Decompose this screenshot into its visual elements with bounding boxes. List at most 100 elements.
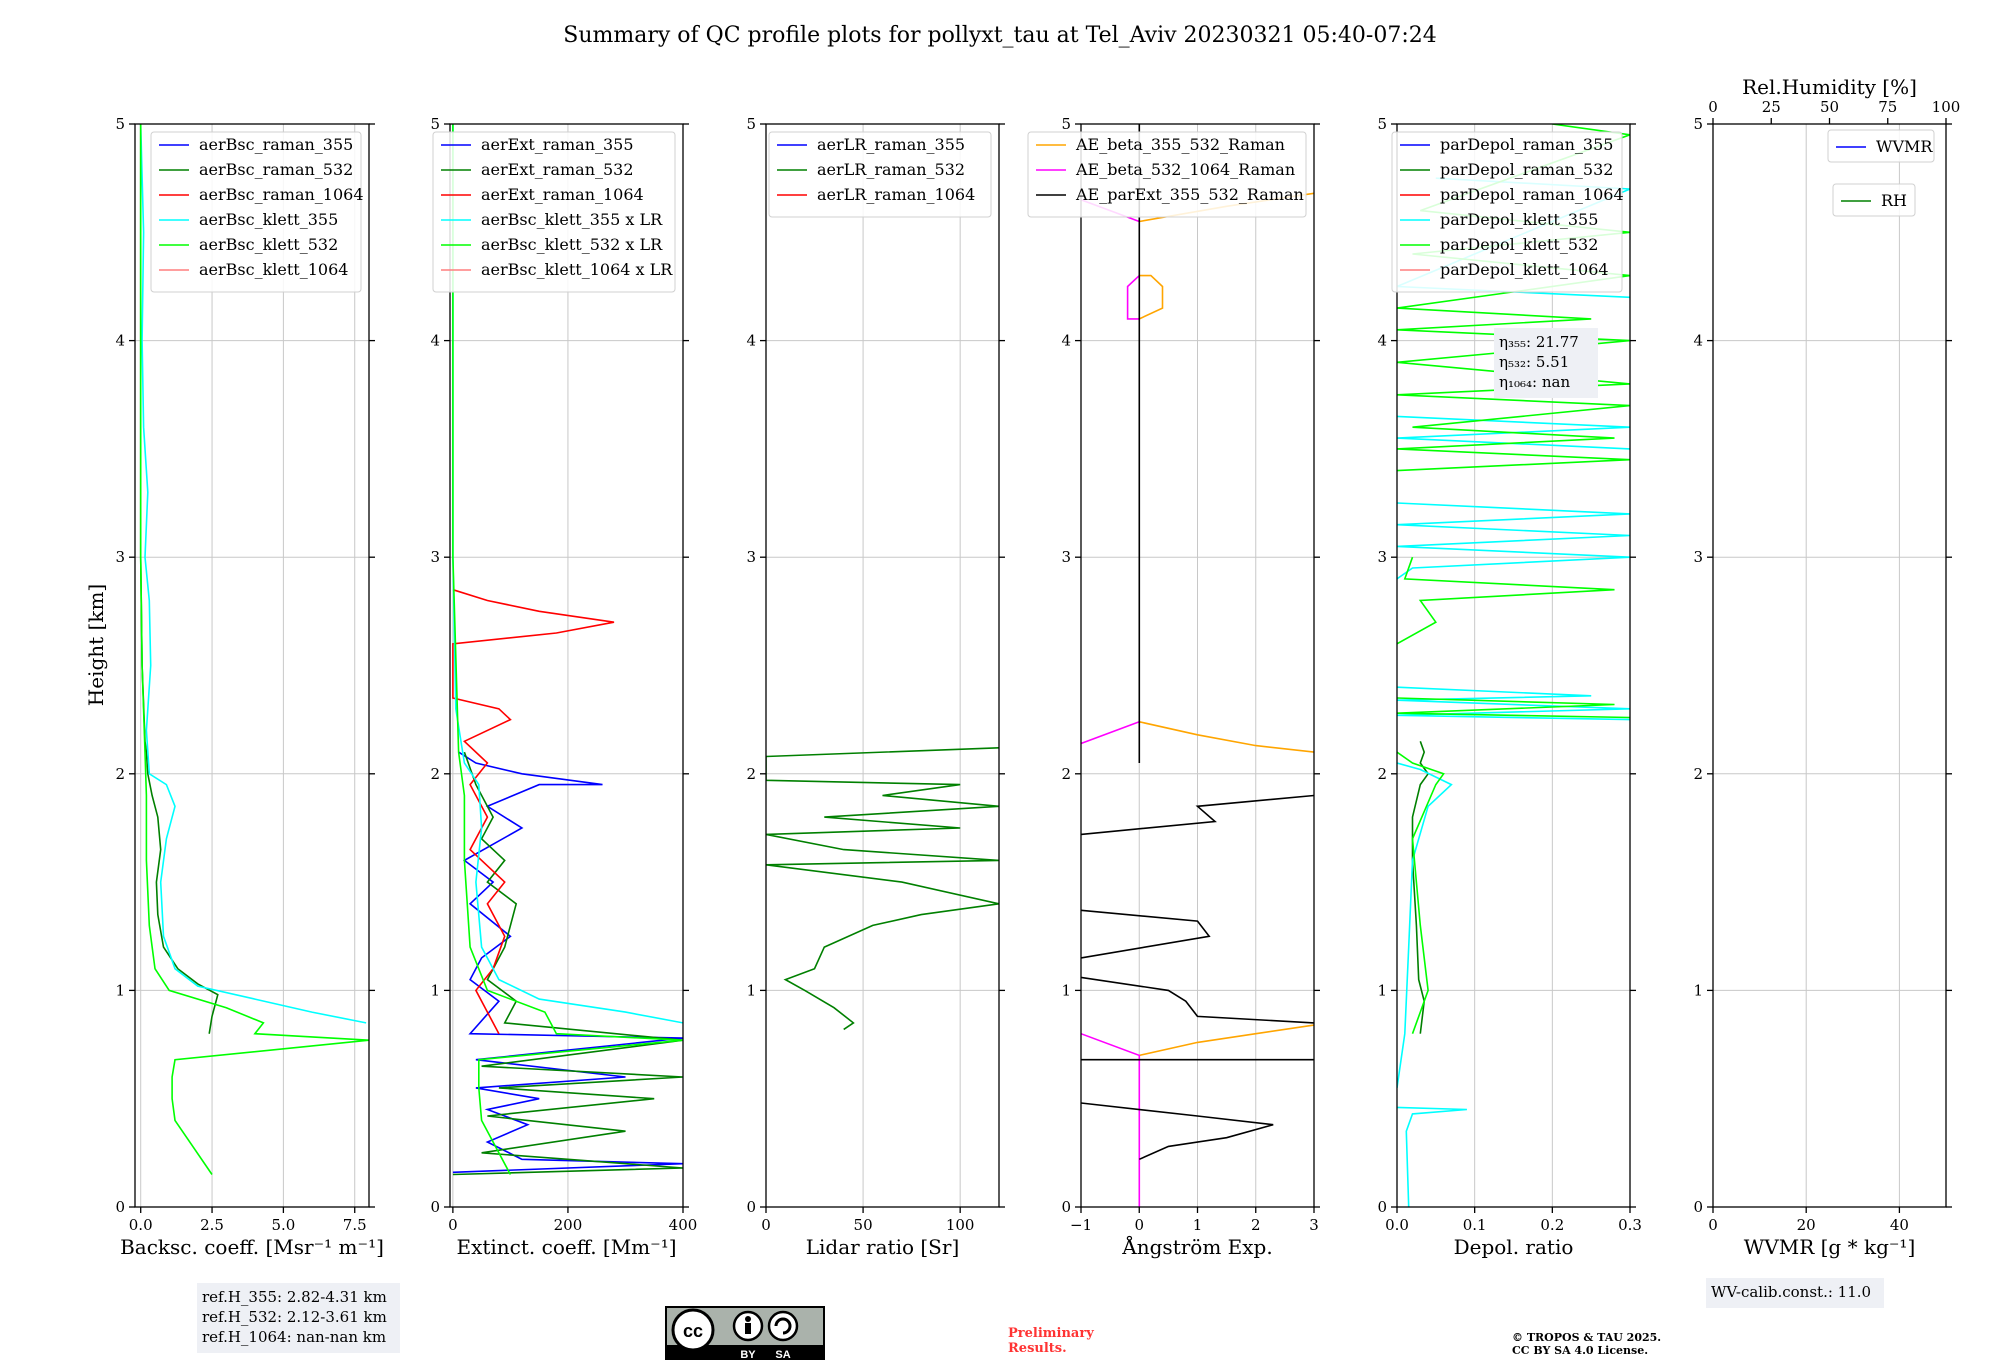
plot-frame	[134, 123, 370, 1208]
top-x-tick-label: 0	[1708, 98, 1718, 116]
y-tick-label: 2	[1061, 765, 1071, 783]
panel-3: 0 50 100 0 1 2 3 4 5 Lidar ratio [Sr] aerLR_raman_…	[746, 115, 1005, 1259]
legend-label: aerBsc_raman_355	[199, 135, 353, 154]
x-axis-label: Extinct. coeff. [Mm⁻¹]	[456, 1235, 676, 1259]
y-tick-label: 5	[430, 115, 440, 133]
copyright-line1: © TROPOS & TAU 2025.	[1512, 1331, 1661, 1344]
y-tick-label: 3	[1377, 548, 1387, 566]
series-line-parDepol_klett_355	[1397, 177, 1630, 1207]
x-tick-label: 50	[854, 1216, 873, 1234]
legend-label: aerExt_raman_1064	[481, 185, 644, 204]
annotation-text: ref.H_532: 2.12-3.61 km	[202, 1308, 387, 1326]
annotation-text: ref.H_355: 2.82-4.31 km	[202, 1288, 387, 1306]
legend-label: aerBsc_klett_1064	[199, 260, 348, 279]
x-tick-label: 5.0	[271, 1216, 295, 1234]
x-tick-label: 400	[669, 1216, 698, 1234]
annotation-box	[1706, 1278, 1884, 1308]
legend-label: AE_parExt_355_532_Raman	[1075, 185, 1304, 204]
top-x-tick-label: 75	[1878, 98, 1897, 116]
legend-label: parDepol_klett_355	[1440, 210, 1598, 229]
annotation-text: η₅₃₂: 5.51	[1499, 353, 1569, 371]
legend-label: AE_beta_532_1064_Raman	[1075, 160, 1295, 179]
cc-text: cc	[683, 1321, 703, 1341]
y-tick-label: 5	[1377, 115, 1387, 133]
preliminary-label-line2: Results.	[1008, 1341, 1067, 1356]
annotation-text: WV-calib.const.: 11.0	[1711, 1283, 1871, 1301]
legend-label: RH	[1881, 191, 1907, 210]
series-line-aerBsc_klett_532 x LR	[452, 124, 683, 1175]
legend-label: aerExt_raman_355	[481, 135, 634, 154]
series-line-aerLR_raman_532	[766, 747, 999, 1031]
legend-box	[1391, 131, 1623, 293]
y-tick-label: 0	[1061, 1198, 1071, 1216]
legend-label: aerBsc_raman_532	[199, 160, 353, 179]
series-line-aerBsc_klett_355	[139, 124, 367, 1024]
y-tick-label: 2	[1377, 765, 1387, 783]
legend-box	[1027, 131, 1307, 218]
panel-6: 0 20 40 0 1 2 3 4 5 WVMR [g * kg⁻¹] 0 25 50 75 100 Rel.…	[1693, 75, 1960, 1308]
x-tick-label: 0.2	[1540, 1216, 1564, 1234]
plot-frame	[449, 123, 684, 1208]
x-tick-label: 7.5	[343, 1216, 367, 1234]
legend-label: aerBsc_klett_355	[199, 210, 338, 229]
top-x-tick-label: 25	[1762, 98, 1781, 116]
y-tick-label: 0	[115, 1198, 125, 1216]
y-tick-label: 2	[430, 765, 440, 783]
x-tick-label: 20	[1797, 1216, 1816, 1234]
plot-frame	[1712, 123, 1947, 1208]
copyright-line2: CC BY SA 4.0 License.	[1512, 1344, 1648, 1357]
y-tick-label: 1	[746, 981, 756, 999]
legend-label: aerBsc_klett_532 x LR	[481, 235, 663, 254]
y-tick-label: 3	[430, 548, 440, 566]
top-x-tick-label: 100	[1932, 98, 1961, 116]
legend-label: aerLR_raman_532	[817, 160, 965, 179]
preliminary-label-line1: Preliminary	[1008, 1326, 1094, 1341]
x-tick-label: 0.0	[1385, 1216, 1409, 1234]
series-line-aerExt_raman_1064	[452, 588, 615, 1035]
annotation-text: ref.H_1064: nan-nan km	[202, 1328, 386, 1346]
x-tick-label: 0.3	[1618, 1216, 1642, 1234]
legend-label: aerBsc_raman_1064	[199, 185, 364, 204]
legend-box	[1827, 129, 1935, 163]
y-tick-label: 1	[1693, 981, 1703, 999]
y-tick-label: 3	[115, 548, 125, 566]
legend-box	[768, 131, 992, 218]
x-tick-label: 0	[448, 1216, 458, 1234]
series-line-AE_beta_532_1064_Raman	[1081, 199, 1141, 1207]
legend-label: parDepol_raman_355	[1440, 135, 1613, 154]
y-tick-label: 4	[746, 332, 756, 350]
legend-label: parDepol_klett_532	[1440, 235, 1598, 254]
y-tick-label: 5	[746, 115, 756, 133]
series-line-AE_parExt_355_532_Raman	[1081, 124, 1314, 1161]
y-axis-label: Height [km]	[84, 584, 108, 706]
figure-title: Summary of QC profile plots for pollyxt_…	[563, 23, 1436, 48]
legend-label: aerExt_raman_532	[481, 160, 634, 179]
y-tick-label: 2	[1693, 765, 1703, 783]
annotation-box	[1494, 328, 1598, 398]
x-axis-label: WVMR [g * kg⁻¹]	[1744, 1235, 1916, 1259]
top-x-tick-label: 50	[1820, 98, 1839, 116]
y-tick-label: 0	[430, 1198, 440, 1216]
y-tick-label: 5	[1061, 115, 1071, 133]
series-line-aerBsc_klett_532	[139, 124, 369, 1175]
y-tick-label: 1	[115, 981, 125, 999]
x-tick-label: −1	[1070, 1216, 1092, 1234]
legend-label: parDepol_klett_1064	[1440, 260, 1609, 279]
x-tick-label: 0	[1134, 1216, 1144, 1234]
y-tick-label: 4	[1377, 332, 1387, 350]
x-tick-label: 2.5	[200, 1216, 224, 1234]
panel-5: 0.0 0.1 0.2 0.3 0 1 2 3 4 5 Depol. ratio parDepol_r…	[1377, 115, 1641, 1259]
x-axis-label: Lidar ratio [Sr]	[806, 1235, 960, 1259]
legend-box	[150, 131, 362, 293]
legend-label: aerLR_raman_355	[817, 135, 965, 154]
y-tick-label: 5	[115, 115, 125, 133]
panel-2: 0 200 400 0 1 2 3 4 5 Extinct. coeff. [Mm⁻¹] aerEx…	[430, 115, 697, 1259]
x-tick-label: 1	[1193, 1216, 1203, 1234]
x-tick-label: 3	[1309, 1216, 1319, 1234]
series-line-parDepol_raman_532	[1411, 741, 1430, 1034]
annotation-text: η₁₀₆₄: nan	[1499, 373, 1570, 391]
sharealike-icon	[767, 1310, 799, 1342]
legend-label: aerBsc_klett_355 x LR	[481, 210, 663, 229]
y-tick-label: 3	[1061, 548, 1071, 566]
